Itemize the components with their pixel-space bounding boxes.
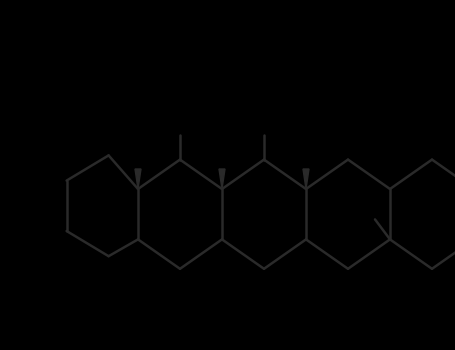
Polygon shape	[219, 169, 225, 189]
Polygon shape	[303, 169, 309, 189]
Polygon shape	[135, 169, 141, 189]
